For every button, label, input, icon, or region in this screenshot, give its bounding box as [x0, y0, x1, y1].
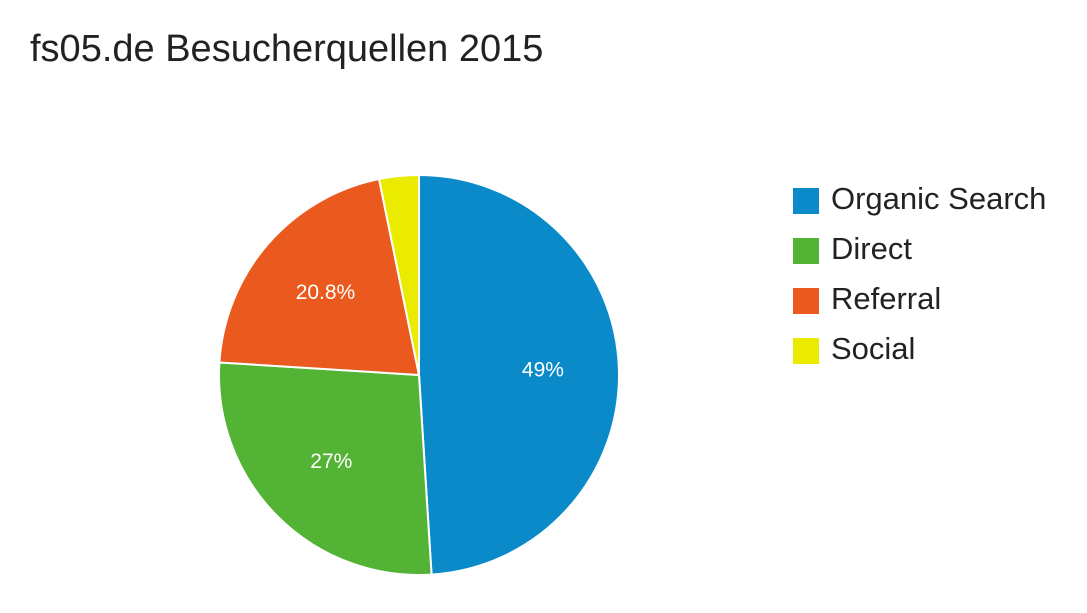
pie-slice-organic-search[interactable] — [418, 173, 620, 576]
legend-label-direct: Direct — [831, 231, 912, 266]
legend-label-organic-search: Organic Search — [831, 181, 1047, 216]
legend-swatch-referral — [793, 288, 819, 314]
legend-swatch-direct — [793, 238, 819, 264]
slice-label-organic-search: 49% — [522, 359, 564, 382]
slice-label-direct: 27% — [310, 450, 352, 473]
slice-label-referral: 20.8% — [296, 281, 356, 304]
legend-label-social: Social — [831, 331, 916, 366]
legend-label-referral: Referral — [831, 281, 942, 316]
chart-title: fs05.de Besucherquellen 2015 — [30, 28, 544, 70]
legend-item-direct[interactable]: Direct — [793, 230, 1073, 280]
legend-swatch-organic-search — [793, 188, 819, 214]
legend-item-social[interactable]: Social — [793, 330, 1073, 380]
pie-slice-social[interactable] — [377, 173, 420, 376]
legend-swatch-social — [793, 338, 819, 364]
pie-slice-direct[interactable] — [218, 361, 433, 576]
legend-item-organic-search[interactable]: Organic Search — [793, 180, 1073, 230]
legend-item-referral[interactable]: Referral — [793, 280, 1073, 330]
legend: Organic Search Direct Referral Social — [793, 180, 1073, 380]
pie-slice-referral[interactable] — [218, 177, 421, 377]
